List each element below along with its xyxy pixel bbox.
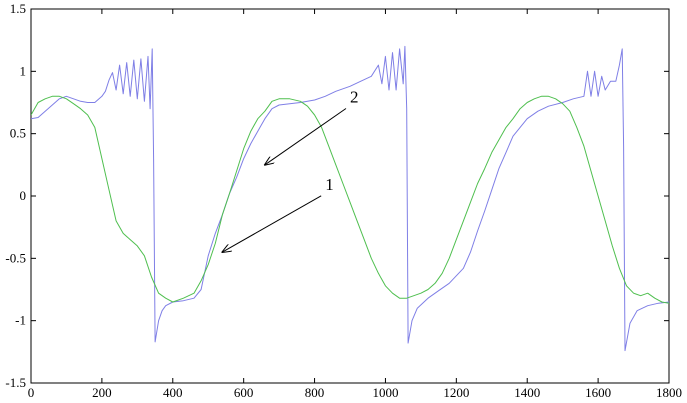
series-layer: [31, 45, 669, 352]
x-tick-label: 1000: [372, 385, 398, 400]
series-line-1: [31, 45, 669, 352]
x-axis: 0 200 400 600 800 1000 1200 1400 1600 1800: [28, 9, 682, 400]
annotations: 12: [222, 88, 359, 253]
plot-area: [30, 8, 670, 384]
x-tick-label: 400: [163, 385, 183, 400]
y-tick-label: 0: [20, 188, 27, 203]
y-tick-label: -0.5: [5, 250, 26, 265]
y-axis: -1.5 -1 -0.5 0 0.5 1 1.5: [5, 1, 669, 390]
annotation-arrow: [222, 195, 322, 252]
x-tick-label: 1600: [585, 385, 611, 400]
y-tick-label: 0.5: [10, 126, 26, 141]
x-tick-label: 1400: [514, 385, 540, 400]
y-tick-label: 1.5: [10, 1, 26, 16]
x-tick-label: 1800: [656, 385, 682, 400]
annotation-label: 1: [325, 175, 334, 194]
y-tick-label: -1.5: [5, 375, 26, 390]
y-tick-label: 1: [20, 63, 27, 78]
y-tick-label: -1: [15, 313, 26, 328]
x-tick-label: 200: [92, 385, 112, 400]
x-tick-label: 0: [28, 385, 35, 400]
annotation-arrow: [265, 108, 347, 165]
annotation-label: 2: [350, 88, 359, 107]
x-tick-label: 800: [305, 385, 325, 400]
series-line-2: [31, 95, 669, 304]
x-tick-label: 600: [234, 385, 254, 400]
x-tick-label: 1200: [443, 385, 469, 400]
